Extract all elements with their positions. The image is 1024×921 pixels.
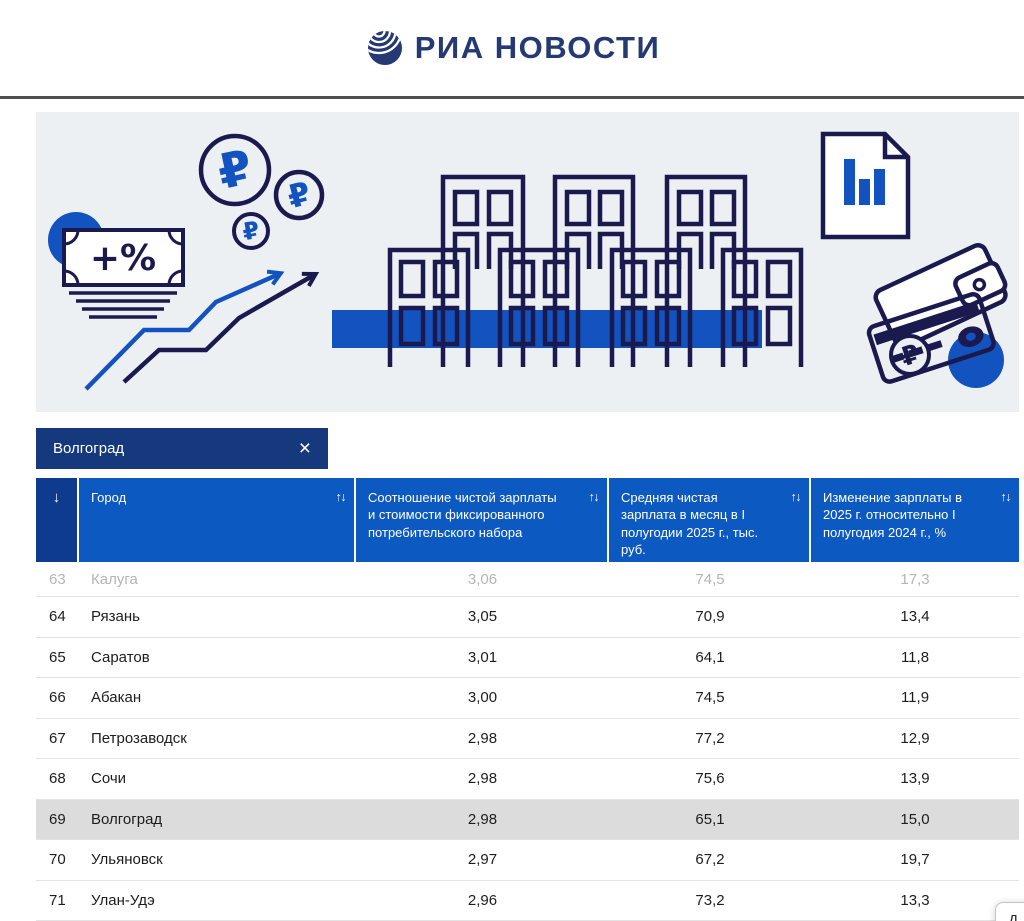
table-row: 64 Рязань 3,05 70,9 13,4 [36, 597, 1019, 638]
column-header-city[interactable]: Город ↑↓ [79, 478, 356, 562]
cell-rank: 68 [49, 770, 66, 788]
column-label: Средняя чистая зарплата в месяц в I полу… [621, 490, 759, 558]
header-divider [0, 96, 1024, 99]
cell-ratio: 3,05 [467, 608, 498, 626]
column-header-ratio[interactable]: Соотношение чистой зарплаты и стоимости … [356, 478, 609, 562]
cell-salary: 65,1 [695, 810, 725, 828]
cell-change: 11,9 [900, 689, 930, 707]
cell-change: 13,3 [900, 891, 930, 909]
growth-arrows-icon [84, 269, 320, 391]
site-header: РИА НОВОСТИ [0, 0, 1024, 96]
svg-text:+%: +% [90, 238, 156, 279]
cell-change: 12,9 [900, 729, 930, 747]
column-header-change[interactable]: Изменение зарплаты в 2025 г. относительн… [811, 478, 1019, 562]
brand-logo-text: РИА НОВОСТИ [414, 30, 661, 65]
cell-city: Улан-Удэ [91, 891, 155, 909]
money-plus-percent-icon: +% [48, 212, 185, 319]
cell-rank: 69 [49, 810, 66, 828]
sort-icon[interactable]: ↑↓ [790, 490, 802, 504]
cell-ratio: 2,98 [467, 770, 498, 788]
buildings-icon [387, 174, 804, 367]
infographic-banner: +% ₽ ₽ ₽ [36, 112, 1019, 412]
table-row: 68 Сочи 2,98 75,6 13,9 [36, 759, 1019, 800]
filter-chip-volgograd[interactable]: Волгоград × [36, 428, 328, 469]
partial-overlay[interactable]: д [995, 902, 1024, 921]
cell-rank: 63 [49, 570, 66, 588]
cell-salary: 67,2 [695, 851, 725, 869]
ria-globe-icon [367, 31, 402, 65]
table-body: 63 Калуга 3,06 74,5 17,3 64 Рязань 3,05 … [36, 562, 1019, 921]
cell-ratio: 2,96 [467, 891, 498, 909]
cell-change: 15,0 [900, 810, 930, 828]
sort-icon[interactable]: ↑↓ [335, 490, 347, 504]
cell-change: 11,8 [900, 648, 930, 666]
sort-descending-icon: ↓ [52, 489, 61, 506]
cell-city: Волгоград [91, 810, 163, 828]
cell-salary: 74,5 [695, 570, 725, 588]
sort-icon[interactable]: ↑↓ [588, 490, 600, 504]
cell-ratio: 3,01 [467, 648, 498, 666]
table-row: 63 Калуга 3,06 74,5 17,3 [36, 562, 1019, 597]
cell-rank: 67 [49, 729, 66, 747]
cell-change: 19,7 [900, 851, 930, 869]
filter-chip-label: Волгоград [53, 440, 125, 457]
cell-ratio: 3,06 [467, 570, 498, 588]
cell-city: Саратов [91, 648, 150, 666]
banner-illustration: +% ₽ ₽ ₽ [48, 131, 1008, 391]
cell-salary: 77,2 [695, 729, 725, 747]
cell-salary: 70,9 [695, 608, 725, 626]
ruble-coins-icon: ₽ ₽ ₽ [198, 133, 325, 250]
rating-table: ↓ Город ↑↓ Соотношение чистой зарплаты и… [36, 478, 1019, 921]
brand-logo[interactable]: РИА НОВОСТИ [364, 27, 661, 69]
cell-city: Рязань [91, 608, 140, 626]
cell-rank: 70 [49, 851, 66, 869]
cell-city: Сочи [91, 770, 127, 788]
cell-rank: 71 [49, 891, 66, 909]
cell-salary: 73,2 [695, 891, 725, 909]
cell-rank: 66 [49, 689, 66, 707]
partial-overlay-text: д [1009, 910, 1018, 921]
cell-change: 13,9 [900, 770, 930, 788]
table-row: 69 Волгоград 2,98 65,1 15,0 [36, 799, 1019, 840]
wallet-card-ruble-icon: ₽ [866, 243, 1008, 388]
cell-ratio: 2,98 [467, 729, 498, 747]
cell-city: Петрозаводск [91, 729, 187, 747]
close-icon[interactable]: × [298, 437, 311, 460]
cell-rank: 64 [49, 608, 66, 626]
cell-salary: 74,5 [695, 689, 725, 707]
cell-salary: 75,6 [695, 770, 725, 788]
cell-rank: 65 [49, 648, 66, 666]
column-header-salary[interactable]: Средняя чистая зарплата в месяц в I полу… [609, 478, 811, 562]
cell-city: Калуга [91, 570, 138, 588]
column-label: Соотношение чистой зарплаты и стоимости … [368, 490, 557, 540]
cell-ratio: 3,00 [467, 689, 498, 707]
cell-city: Ульяновск [91, 851, 163, 869]
table-row: 67 Петрозаводск 2,98 77,2 12,9 [36, 718, 1019, 759]
cell-salary: 64,1 [695, 648, 725, 666]
table-row: 65 Саратов 3,01 64,1 11,8 [36, 637, 1019, 678]
table-row: 66 Абакан 3,00 74,5 11,9 [36, 678, 1019, 719]
column-label: Город [91, 490, 127, 505]
table-row: 70 Ульяновск 2,97 67,2 19,7 [36, 840, 1019, 881]
cell-change: 17,3 [900, 570, 930, 588]
cell-change: 13,4 [900, 608, 930, 626]
svg-text:₽: ₽ [240, 216, 261, 246]
sort-icon[interactable]: ↑↓ [1000, 490, 1012, 504]
cell-city: Абакан [91, 689, 142, 707]
column-header-rank-sort[interactable]: ↓ [36, 478, 79, 562]
table-header: ↓ Город ↑↓ Соотношение чистой зарплаты и… [36, 478, 1019, 562]
cell-ratio: 2,97 [467, 851, 498, 869]
report-chart-document-icon [820, 131, 911, 240]
table-row: 71 Улан-Удэ 2,96 73,2 13,3 [36, 880, 1019, 921]
cell-ratio: 2,98 [467, 810, 498, 828]
column-label: Изменение зарплаты в 2025 г. относительн… [823, 490, 962, 540]
